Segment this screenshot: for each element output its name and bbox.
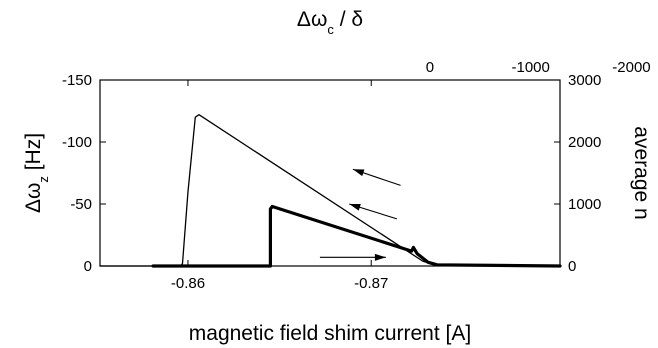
right-tick-label-3: 0 <box>568 258 576 275</box>
left-tick-label-3: 0 <box>84 258 92 275</box>
right-axis-label: average n <box>630 126 653 219</box>
arrow-layer <box>319 168 401 261</box>
top-axis-label: Δωc / δ <box>297 8 363 37</box>
right-tick-label-0: 3000 <box>568 72 601 89</box>
series-line-0 <box>99 114 561 267</box>
top-tick-label-2: 0 <box>426 59 434 76</box>
bottom-axis-label: magnetic field shim current [A] <box>189 322 471 345</box>
top-tick-label-1: -1000 <box>511 59 549 76</box>
right-tick-label-1: 2000 <box>568 134 601 151</box>
plot-frame <box>99 79 561 267</box>
left-tick-label-1: -100 <box>62 134 92 151</box>
bottom-tick-label-0: -0.86 <box>171 275 205 292</box>
left-tick-label-2: -50 <box>70 196 92 213</box>
right-tick-label-2: 1000 <box>568 196 601 213</box>
series-line-1 <box>151 204 562 268</box>
arrow-head-1 <box>352 169 365 177</box>
arrow-head-2 <box>374 253 386 261</box>
arrow-head-0 <box>349 203 361 211</box>
top-tick-label-0: -2000 <box>612 59 650 76</box>
left-axis-label: Δωz [Hz] <box>22 133 51 213</box>
left-tick-label-0: -150 <box>62 72 92 89</box>
bottom-tick-label-1: -0.87 <box>354 275 388 292</box>
series-layer <box>99 114 562 268</box>
tick-layer: -0.86 -0.87 -2000 -1000 0 -150 -100 -50 0 3000 200… <box>62 59 651 292</box>
